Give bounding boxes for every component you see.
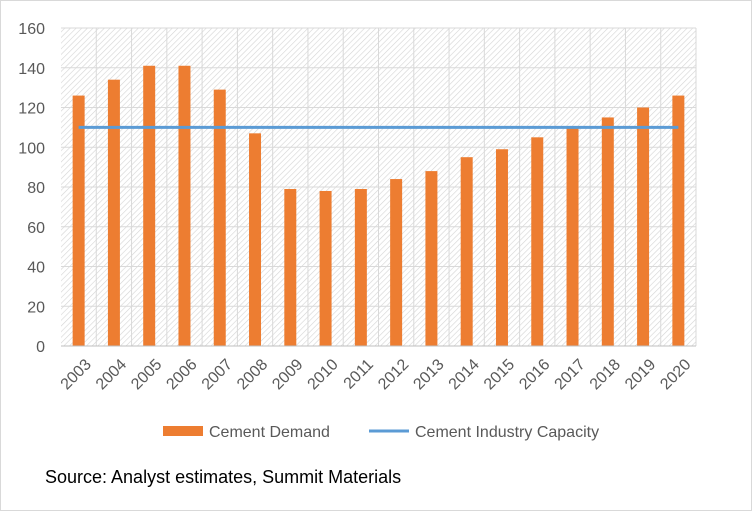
- x-tick-label: 2014: [446, 356, 483, 393]
- bar-cement-demand: [390, 179, 403, 346]
- bar-cement-demand: [284, 188, 297, 346]
- x-tick-label: 2005: [128, 356, 165, 393]
- y-tick-label: 20: [27, 299, 45, 316]
- y-tick-label: 80: [27, 180, 45, 197]
- bar-cement-demand: [107, 79, 120, 347]
- x-tick-label: 2011: [341, 356, 377, 392]
- bar-cement-demand: [178, 65, 191, 346]
- bar-cement-demand: [531, 137, 544, 346]
- x-tick-label: 2020: [657, 356, 694, 393]
- legend: Cement Demand Cement Industry Capacity: [163, 424, 599, 441]
- bar-cement-demand: [213, 89, 226, 347]
- y-tick-label: 60: [27, 220, 45, 237]
- x-tick-label: 2007: [199, 356, 236, 393]
- y-tick-label: 100: [18, 140, 45, 157]
- x-tick-label: 2016: [516, 356, 553, 393]
- x-tick-label: 2012: [375, 356, 412, 393]
- source-note: Source: Analyst estimates, Summit Materi…: [45, 467, 402, 487]
- bar-cement-demand: [495, 149, 508, 346]
- bar-cement-demand: [672, 95, 685, 346]
- x-tick-label: 2006: [163, 356, 200, 393]
- legend-label-capacity: Cement Industry Capacity: [415, 424, 599, 441]
- demand-bars: [72, 65, 685, 347]
- bar-cement-demand: [601, 117, 614, 346]
- gridlines: [61, 27, 697, 346]
- x-tick-label: 2015: [481, 356, 518, 393]
- x-tick-label: 2008: [234, 356, 271, 393]
- x-tick-label: 2013: [410, 356, 447, 393]
- x-tick-label: 2017: [552, 356, 589, 393]
- y-tick-label: 40: [27, 260, 45, 277]
- x-tick-label: 2009: [269, 356, 306, 393]
- bar-cement-demand: [319, 190, 332, 346]
- bar-cement-demand: [566, 127, 579, 346]
- bar-cement-demand: [460, 157, 473, 346]
- legend-label-demand: Cement Demand: [209, 424, 330, 441]
- bar-cement-demand: [354, 188, 367, 346]
- y-tick-label: 120: [18, 101, 45, 118]
- x-tick-label: 2010: [305, 356, 342, 393]
- bar-cement-demand: [425, 171, 438, 346]
- y-tick-label: 0: [36, 339, 45, 356]
- bar-cement-demand: [249, 133, 262, 346]
- x-tick-label: 2019: [622, 356, 659, 393]
- x-tick-label: 2004: [93, 356, 130, 393]
- legend-bar-swatch: [163, 426, 203, 436]
- bar-cement-demand: [637, 107, 650, 346]
- bar-cement-demand: [143, 65, 156, 346]
- x-tick-label: 2018: [587, 356, 624, 393]
- y-tick-label: 160: [18, 21, 45, 38]
- chart: 0204060801001201401602003200420052006200…: [18, 21, 697, 441]
- y-tick-label: 140: [18, 61, 45, 78]
- x-tick-label: 2003: [58, 356, 95, 393]
- bar-cement-demand: [72, 95, 85, 346]
